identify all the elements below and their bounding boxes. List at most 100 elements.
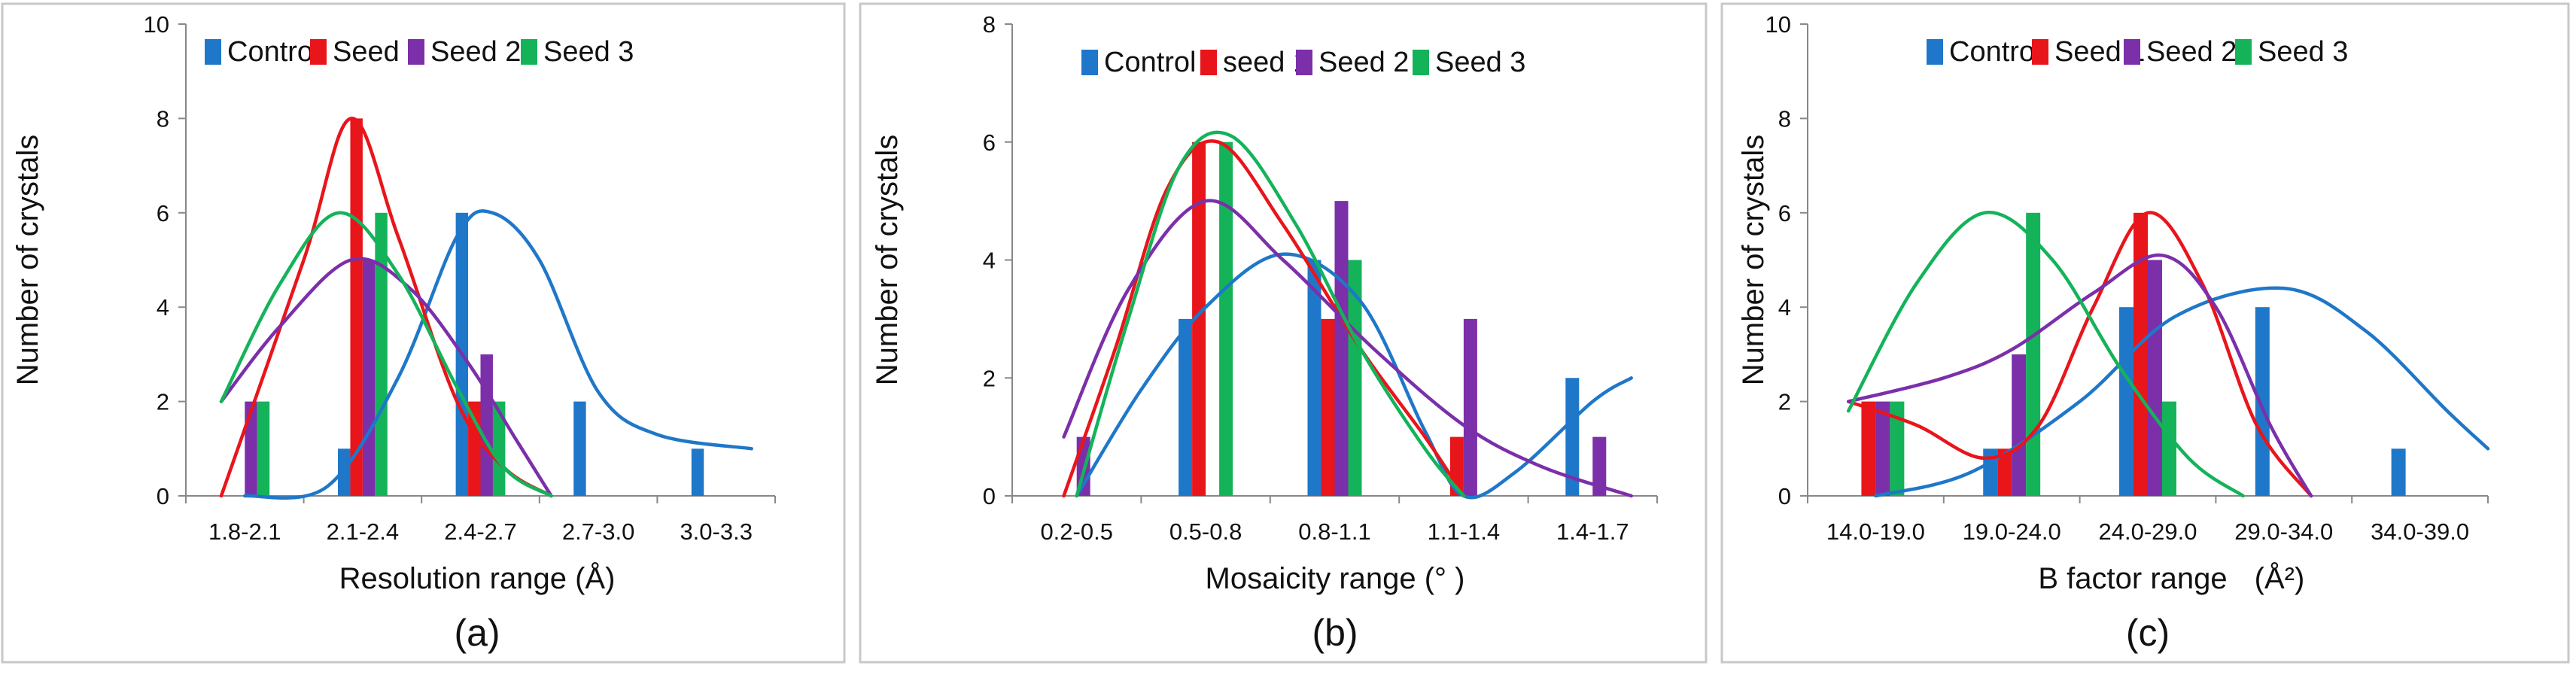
x-tick-label: 34.0-39.0 [2371, 518, 2469, 545]
y-tick-label: 10 [1765, 11, 1791, 38]
legend-swatch [2235, 39, 2252, 65]
y-tick-label: 8 [157, 105, 169, 132]
bar-seed-1 [350, 118, 363, 496]
bar-seed-2 [2148, 260, 2162, 496]
legend-entry: Control [1104, 47, 1197, 78]
bar-control [2119, 307, 2134, 496]
y-tick-label: 0 [157, 483, 169, 509]
legend-swatch [205, 39, 221, 65]
bar-control [338, 448, 351, 496]
fit-curve-seed-3 [1075, 130, 1466, 498]
fit-curve-seed-1 [219, 117, 553, 498]
y-tick-label: 4 [983, 248, 996, 274]
legend-swatch [2032, 39, 2048, 65]
legend-swatch [408, 39, 424, 65]
legend-entry: Seed 2 [430, 36, 521, 68]
y-tick-label: 10 [144, 11, 169, 38]
x-tick-label: 0.2-0.5 [1040, 518, 1113, 545]
y-tick-label: 2 [983, 365, 996, 391]
x-axis-unit: (Å²) [2255, 561, 2305, 595]
legend-entry: Control [1949, 36, 2042, 68]
legend-entry: Seed 2 [1318, 47, 1409, 78]
fit-curve-seed-2 [1846, 253, 2313, 498]
y-tick-label: 8 [1778, 105, 1791, 132]
bar-seed-2 [480, 354, 493, 496]
fit-curve-seed-3 [219, 211, 553, 498]
bar-control [2391, 448, 2406, 496]
y-tick-label: 2 [157, 389, 169, 415]
bar-seed-1 [1192, 141, 1206, 496]
bar-seed-1 [468, 401, 481, 496]
legend-swatch [1927, 39, 1943, 65]
y-axis-title: Number of crystals [11, 135, 44, 385]
y-tick-label: 4 [157, 294, 169, 321]
bar-seed-3 [1890, 401, 1905, 496]
fit-curve-seed-2 [1062, 199, 1633, 498]
y-tick-label: 4 [1778, 294, 1791, 321]
y-axis-title: Number of crystals [871, 135, 904, 385]
x-tick-label: 2.7-3.0 [562, 518, 635, 545]
bar-seed-3 [375, 212, 388, 496]
fit-curve-seed-1 [1062, 139, 1466, 498]
legend-entry: Control [227, 36, 320, 68]
panel-label: (a) [454, 612, 500, 654]
legend-swatch [521, 39, 537, 65]
bar-seed-2 [1463, 318, 1477, 496]
bar-control [691, 448, 704, 496]
bar-seed-3 [492, 401, 506, 496]
x-axis-title: Mosaicity range (° ) [1206, 562, 1465, 595]
bar-seed-1 [1997, 448, 2012, 496]
panel-frame [1720, 2, 2570, 664]
x-tick-label: 1.8-2.1 [208, 518, 281, 545]
bar-control [1565, 378, 1580, 496]
y-tick-label: 0 [983, 483, 996, 509]
y-tick-label: 2 [1778, 389, 1791, 415]
bar-seed-2 [1875, 401, 1890, 496]
x-tick-label: 2.4-2.7 [444, 518, 517, 545]
bar-control [2255, 307, 2270, 496]
bar-control [573, 401, 586, 496]
bar-seed-3 [257, 401, 270, 496]
x-tick-label: 2.1-2.4 [327, 518, 400, 545]
legend-swatch [1200, 50, 1217, 75]
panel-a: 0 2 4 6 8 10 1.8-2.1 2.1-2.4 2.4-2.7 2.7-3.0 3.0-3… [1, 2, 846, 664]
y-tick-label: 6 [1778, 200, 1791, 226]
panel-label: (c) [2126, 612, 2170, 654]
legend-swatch [1081, 50, 1098, 75]
bar-seed-3 [2026, 212, 2041, 496]
bar-control [1307, 260, 1321, 496]
bar-seed-3 [1219, 141, 1233, 496]
fit-curve-control [1874, 286, 2490, 498]
legend-entry: Seed 3 [1435, 47, 1525, 78]
x-tick-label: 14.0-19.0 [1826, 518, 1925, 545]
y-tick-label: 6 [983, 129, 996, 156]
x-axis-title: B factor range [2038, 562, 2227, 595]
x-tick-label: 0.8-1.1 [1298, 518, 1371, 545]
bar-seed-2 [2012, 354, 2027, 496]
fit-curve-seed-3 [1846, 211, 2245, 498]
bar-seed-3 [2161, 401, 2176, 496]
fit-curve-control [1075, 252, 1633, 500]
x-tick-label: 1.1-1.4 [1428, 518, 1501, 545]
x-tick-label: 19.0-24.0 [1963, 518, 2061, 545]
panel-c: 0 2 4 6 8 10 14.0-19.0 19.0-24.0 24.0-29.0 29.0-3… [1720, 2, 2570, 664]
legend-swatch [1296, 50, 1312, 75]
legend-swatch [1413, 50, 1429, 75]
legend-swatch [310, 39, 327, 65]
x-axis-title: Resolution range (Å) [339, 561, 616, 595]
y-tick-label: 6 [157, 200, 169, 226]
x-tick-label: 24.0-29.0 [2099, 518, 2197, 545]
bar-seed-3 [1348, 260, 1362, 496]
y-tick-label: 0 [1778, 483, 1791, 509]
panel-frame [1, 2, 846, 664]
bar-seed-1 [1861, 401, 1876, 496]
legend-entry: Seed 3 [2258, 36, 2348, 68]
bar-seed-2 [1334, 201, 1349, 496]
legend-entry: Seed 3 [543, 36, 634, 68]
bar-seed-1 [2133, 212, 2148, 496]
legend-entry: Seed 2 [2146, 36, 2237, 68]
bar-seed-1 [1321, 318, 1335, 496]
bar-control [1179, 318, 1193, 496]
x-tick-label: 1.4-1.7 [1556, 518, 1629, 545]
